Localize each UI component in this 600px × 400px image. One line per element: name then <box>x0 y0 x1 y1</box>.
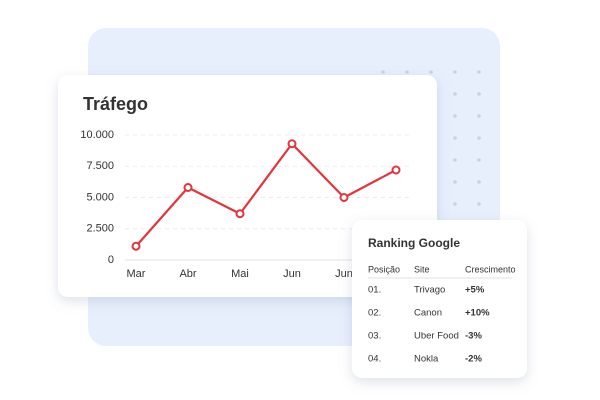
point <box>131 241 141 251</box>
point <box>287 139 297 149</box>
dot <box>477 114 481 118</box>
dot <box>405 70 409 74</box>
table: Posição Site Crescimento 01. Trivago +5% 02. Ca… <box>368 264 516 364</box>
dot <box>477 180 481 184</box>
x-tick-label: Jun <box>283 268 301 280</box>
y-tick-label: 5.000 <box>86 191 114 203</box>
x-tick-label: Jun <box>335 268 353 280</box>
position: 03. <box>368 331 381 342</box>
line <box>135 142 397 247</box>
dot <box>477 92 481 96</box>
dot <box>477 136 481 140</box>
site: Canon <box>414 308 442 319</box>
dot <box>453 70 457 74</box>
point <box>391 165 401 175</box>
chart-card <box>58 75 437 297</box>
position: 02. <box>368 308 381 319</box>
dot <box>477 202 481 206</box>
dot <box>453 158 457 162</box>
dot <box>429 70 433 74</box>
growth: -3% <box>465 331 482 342</box>
x-tick-label: Mar <box>127 268 146 280</box>
dot <box>453 136 457 140</box>
table-card <box>352 220 527 378</box>
dot <box>453 114 457 118</box>
column-header: Crescimento <box>465 264 516 274</box>
column-header: Posição <box>368 264 400 274</box>
chart-title: Tráfego <box>83 94 148 114</box>
dot <box>453 92 457 96</box>
point <box>183 183 193 192</box>
x-tick-label: Mai <box>231 268 249 280</box>
table-title: Ranking Google <box>368 236 460 250</box>
y-tick-label: 0 <box>108 254 114 266</box>
point <box>339 193 349 202</box>
y-tick-label: 10.000 <box>80 129 114 141</box>
growth: +5% <box>465 285 485 296</box>
dot <box>381 70 385 74</box>
y-tick-label: 2.500 <box>86 223 114 235</box>
site: Nokla <box>414 354 439 365</box>
y-tick-label: 7.500 <box>86 160 114 172</box>
chart: 0 2.500 5.000 7.500 10.000 Mar Abr Mai Jun Jun <box>80 129 412 280</box>
point <box>235 209 245 219</box>
dot <box>477 70 481 74</box>
position: 04. <box>368 354 381 365</box>
site: Uber Food <box>414 331 459 342</box>
growth: -2% <box>465 354 482 365</box>
site: Trivago <box>414 285 445 296</box>
column-header: Site <box>414 264 430 274</box>
dot <box>477 158 481 162</box>
dot <box>453 202 457 206</box>
x-tick-label: Abr <box>179 268 196 280</box>
growth: +10% <box>465 308 490 319</box>
position: 01. <box>368 285 381 296</box>
dot <box>453 180 457 184</box>
